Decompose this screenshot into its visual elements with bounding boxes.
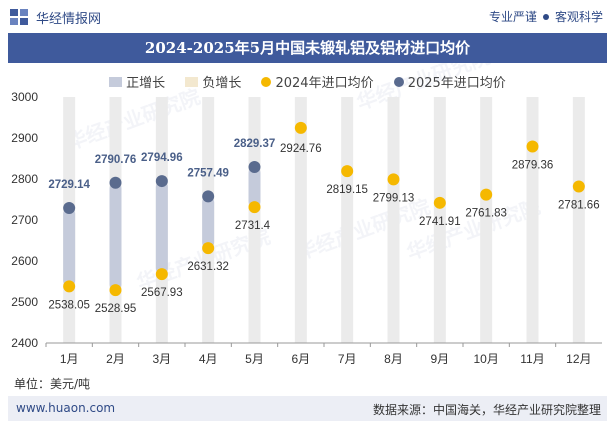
- y-tick-label: 2800: [11, 172, 38, 186]
- brand-name: 华经情报网: [36, 12, 102, 27]
- x-tick-label: 10月: [473, 352, 498, 366]
- x-tick-label: 11月: [520, 352, 544, 366]
- legend-2024-marker: [261, 76, 272, 87]
- x-tick-label: 9月: [430, 352, 449, 366]
- point-2024: [572, 180, 585, 193]
- label-2025: 2829.37: [234, 138, 276, 150]
- footer-url[interactable]: www.huaon.com: [16, 401, 116, 415]
- y-tick-label: 2600: [11, 254, 38, 268]
- label-2024: 2538.05: [48, 299, 90, 311]
- growth-bar: [63, 208, 76, 287]
- x-tick-label: 2月: [106, 352, 125, 366]
- legend-2024-label: 2024年进口均价: [275, 76, 374, 91]
- point-2024: [63, 280, 76, 293]
- unit-label: 单位：美元/吨: [14, 377, 91, 391]
- point-2025: [63, 202, 76, 215]
- legend-2025: 2025年进口均价: [393, 72, 506, 91]
- growth-bar: [248, 166, 261, 208]
- label-2024: 2567.93: [141, 287, 183, 299]
- point-2025: [109, 176, 122, 189]
- logo-icon: [10, 9, 28, 25]
- x-tick-label: 3月: [152, 352, 171, 366]
- x-tick-label: 4月: [199, 352, 218, 366]
- background-bar: [341, 97, 354, 343]
- point-2024: [433, 196, 446, 209]
- growth-bar: [202, 196, 215, 249]
- label-2024: 2924.76: [280, 143, 322, 155]
- background-bar: [526, 97, 539, 343]
- label-2024: 2761.83: [465, 208, 507, 220]
- background-bar: [480, 97, 493, 343]
- x-tick-label: 1月: [60, 352, 79, 366]
- tagline: 专业严谨 客观科学: [489, 8, 603, 25]
- point-2024: [155, 268, 168, 281]
- label-2025: 2790.76: [95, 154, 137, 166]
- background-bar: [294, 97, 307, 343]
- point-2025: [155, 175, 168, 188]
- y-tick-label: 2700: [11, 213, 38, 227]
- x-tick-label: 7月: [338, 352, 357, 366]
- point-2024: [202, 242, 215, 255]
- legend-positive: 正增长: [109, 72, 165, 91]
- background-bar: [433, 97, 446, 343]
- tagline-dot-icon: [542, 13, 549, 20]
- legend-2025-label: 2025年进口均价: [407, 76, 506, 91]
- label-2025: 2729.14: [48, 179, 90, 191]
- tagline-left: 专业严谨: [488, 10, 537, 24]
- growth-bar: [109, 182, 122, 291]
- label-2024: 2731.4: [235, 220, 271, 232]
- x-tick-label: 8月: [384, 352, 403, 366]
- legend-positive-label: 正增长: [126, 76, 166, 91]
- legend-positive-swatch: [109, 76, 123, 87]
- label-2025: 2794.96: [141, 152, 183, 164]
- legend: 正增长 负增长 2024年进口均价 2025年进口均价: [0, 72, 615, 92]
- point-2024: [526, 140, 539, 153]
- legend-negative-swatch: [185, 76, 199, 87]
- label-2024: 2879.36: [512, 159, 554, 171]
- x-tick-label: 12月: [566, 352, 591, 366]
- label-2024: 2781.66: [558, 200, 600, 212]
- watermark-text: 华经产业研究院: [354, 44, 494, 114]
- background-bar: [572, 97, 585, 343]
- y-tick-label: 2400: [11, 336, 38, 350]
- footer-source: 数据来源：中国海关，华经产业研究院整理: [372, 403, 601, 417]
- point-2025: [248, 160, 261, 173]
- y-tick-label: 2900: [11, 131, 38, 145]
- growth-bar: [155, 181, 168, 275]
- x-tick-label: 5月: [245, 352, 264, 366]
- label-2024: 2819.15: [326, 184, 368, 196]
- label-2024: 2528.95: [95, 303, 137, 315]
- watermark-text: 华经产业研究院: [64, 84, 204, 154]
- footer: www.huaon.com 数据来源：中国海关，华经产业研究院整理: [8, 396, 607, 421]
- legend-negative: 负增长: [185, 72, 241, 91]
- background-bar: [248, 97, 261, 343]
- y-tick-label: 3000: [11, 90, 38, 104]
- point-2025: [202, 190, 215, 203]
- legend-negative-label: 负增长: [202, 76, 242, 91]
- label-2025: 2757.49: [187, 167, 229, 179]
- background-bar: [387, 97, 400, 343]
- x-tick-label: 6月: [291, 352, 310, 366]
- point-2024: [294, 121, 307, 134]
- point-2024: [387, 173, 400, 186]
- point-2024: [109, 284, 122, 297]
- tagline-right: 客观科学: [554, 10, 603, 24]
- label-2024: 2741.91: [419, 216, 461, 228]
- label-2024: 2799.13: [373, 192, 415, 204]
- legend-2025-marker: [393, 76, 404, 87]
- point-2024: [480, 188, 493, 201]
- chart-title: 2024-2025年5月中国未锻轧铝及铝材进口均价: [8, 33, 607, 63]
- point-2024: [341, 165, 354, 178]
- point-2024: [248, 201, 261, 214]
- y-tick-label: 2500: [11, 295, 38, 309]
- label-2024: 2631.32: [187, 261, 229, 273]
- top-bar: 华经情报网 专业严谨 客观科学: [0, 0, 615, 33]
- legend-2024: 2024年进口均价: [261, 72, 374, 91]
